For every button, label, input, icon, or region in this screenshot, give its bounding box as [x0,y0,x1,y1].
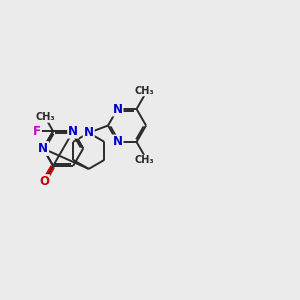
Text: CH₃: CH₃ [134,86,154,96]
Text: N: N [68,125,78,138]
Text: N: N [112,136,122,148]
Text: F: F [33,125,41,138]
Text: O: O [39,175,49,188]
Text: N: N [112,103,122,116]
Text: CH₃: CH₃ [134,155,154,165]
Text: CH₃: CH₃ [35,112,55,122]
Text: N: N [84,126,94,140]
Text: N: N [38,142,48,155]
